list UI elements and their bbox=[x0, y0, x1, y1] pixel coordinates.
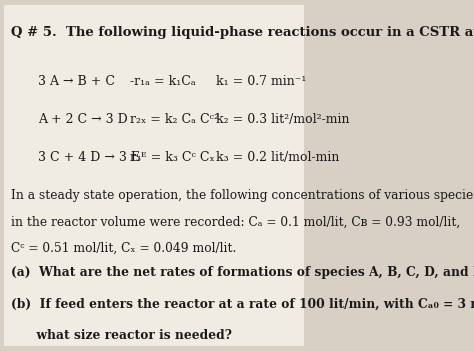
Text: A + 2 C → 3 D: A + 2 C → 3 D bbox=[38, 113, 128, 126]
Text: k₃ = 0.2 lit/mol-min: k₃ = 0.2 lit/mol-min bbox=[216, 151, 339, 164]
Text: (b)  If feed enters the reactor at a rate of 100 lit/min, with Cₐ₀ = 3 mol/lit,: (b) If feed enters the reactor at a rate… bbox=[10, 297, 474, 310]
Text: 3 C + 4 D → 3 E: 3 C + 4 D → 3 E bbox=[38, 151, 140, 164]
Text: r₃ᴱ = k₃ Cᶜ Cₓ: r₃ᴱ = k₃ Cᶜ Cₓ bbox=[130, 151, 215, 164]
Text: -r₁ₐ = k₁Cₐ: -r₁ₐ = k₁Cₐ bbox=[130, 74, 196, 87]
Text: k₁ = 0.7 min⁻¹: k₁ = 0.7 min⁻¹ bbox=[216, 74, 306, 87]
Text: (a)  What are the net rates of formations of species A, B, C, D, and E ?: (a) What are the net rates of formations… bbox=[10, 266, 474, 279]
Text: 3 A → B + C: 3 A → B + C bbox=[38, 74, 115, 87]
FancyBboxPatch shape bbox=[4, 5, 304, 346]
Text: r₂ₓ = k₂ Cₐ Cᶜ²: r₂ₓ = k₂ Cₐ Cᶜ² bbox=[130, 113, 219, 126]
Text: what size reactor is needed?: what size reactor is needed? bbox=[10, 329, 231, 342]
Text: in the reactor volume were recorded: Cₐ = 0.1 mol/lit, Cʙ = 0.93 mol/lit,: in the reactor volume were recorded: Cₐ … bbox=[10, 216, 460, 229]
Text: In a steady state operation, the following concentrations of various species: In a steady state operation, the followi… bbox=[10, 190, 474, 203]
Text: Cᶜ = 0.51 mol/lit, Cₓ = 0.049 mol/lit.: Cᶜ = 0.51 mol/lit, Cₓ = 0.049 mol/lit. bbox=[10, 241, 236, 255]
Text: Q # 5.  The following liquid-phase reactions occur in a CSTR at 325 K.: Q # 5. The following liquid-phase reacti… bbox=[10, 26, 474, 39]
Text: k₂ = 0.3 lit²/mol²-min: k₂ = 0.3 lit²/mol²-min bbox=[216, 113, 349, 126]
